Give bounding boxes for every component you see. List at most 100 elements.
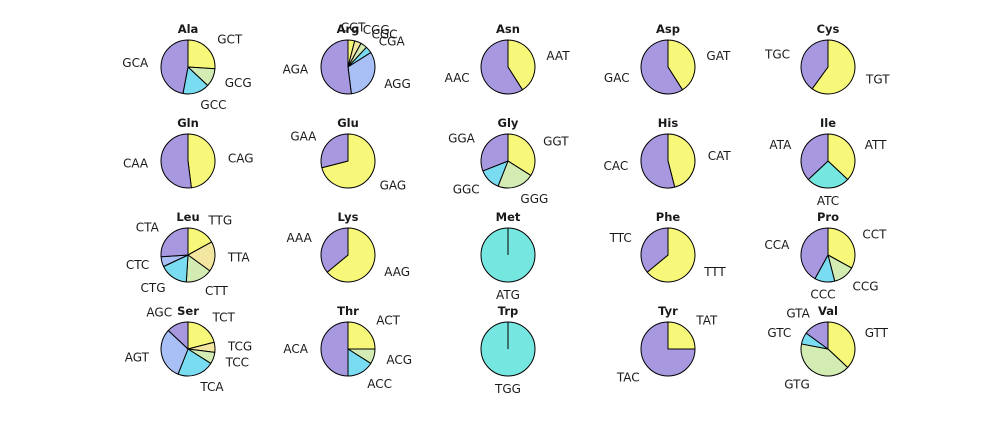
- slice-label: CTT: [205, 284, 228, 298]
- pie-title: Arg: [337, 22, 360, 36]
- slice-label: ACC: [367, 377, 392, 391]
- pie-asp: Asp GAT GAC: [604, 22, 731, 95]
- slice-label: CCC: [810, 288, 835, 302]
- slice-label: CTG: [140, 281, 165, 295]
- pie-slice-att: [827, 133, 856, 180]
- slice-label: CTA: [136, 221, 160, 235]
- pie-slice-agg: [347, 52, 376, 95]
- pie-slice-tgt: [811, 39, 856, 95]
- pie-tyr: Tyr TAT TAC: [616, 304, 718, 384]
- pie-title: Asn: [496, 22, 520, 36]
- pie-slice-act: [347, 321, 376, 350]
- pie-slice-cat: [667, 133, 696, 188]
- pie-title: Phe: [656, 210, 681, 224]
- slice-label: ACT: [376, 314, 400, 328]
- pie-slice-ttt: [646, 227, 696, 283]
- slice-label: TCG: [227, 340, 252, 354]
- pie-title: Asp: [656, 22, 680, 36]
- slice-label: GCC: [200, 98, 226, 112]
- pie-slice-cct: [827, 227, 856, 269]
- pie-slice-aag: [326, 227, 376, 283]
- slice-label: CCG: [853, 280, 879, 294]
- pie-title: Ile: [820, 116, 836, 130]
- pie-pro: Pro CCT CCG CCC CCA: [764, 210, 887, 302]
- pie-slice-aca: [320, 321, 349, 377]
- pie-title: Gln: [177, 116, 199, 130]
- pie-val: Val GTT GTG GTC GTA: [767, 304, 888, 392]
- slice-label: GTC: [767, 326, 791, 340]
- pie-ala: Ala GCT GCG GCC GCA: [122, 22, 251, 112]
- slice-label: TGG: [494, 382, 521, 396]
- pie-slice-tca: [177, 348, 212, 377]
- pie-slice-ggg: [497, 160, 532, 189]
- pie-gly: Gly GGT GGG GGC GGA: [448, 116, 569, 206]
- slice-label: GAT: [706, 49, 731, 63]
- pie-leu: Leu TTG TTA CTT CTG CTC CTA: [126, 210, 251, 298]
- pie-slice-gac: [640, 39, 683, 95]
- pie-slice-tac: [640, 321, 696, 377]
- pie-title: Lys: [338, 210, 359, 224]
- slice-label: ATG: [496, 288, 520, 302]
- slice-label: AAT: [546, 49, 570, 63]
- pie-slice-cca: [800, 227, 829, 280]
- pie-gln: Gln CAG CAA: [123, 116, 254, 189]
- pie-slice-atg: [480, 227, 536, 283]
- pie-slice-gga: [480, 133, 509, 172]
- slice-label: CAC: [604, 159, 629, 173]
- pie-slice-gca: [160, 39, 189, 95]
- pie-slice-aga: [320, 39, 352, 95]
- slice-label: GGC: [453, 182, 480, 196]
- pie-title: Pro: [817, 210, 839, 224]
- slice-label: AGT: [125, 351, 150, 365]
- slice-label: AGA: [283, 63, 309, 77]
- slice-label: GGA: [448, 132, 476, 146]
- pie-slice-gtg: [800, 343, 849, 377]
- slice-label: TTG: [207, 214, 232, 228]
- pie-slice-tct: [187, 321, 215, 350]
- slice-label: CAG: [228, 152, 254, 166]
- slice-label: CAT: [708, 149, 732, 163]
- slice-label: GTA: [786, 306, 810, 320]
- pie-slice-aaa: [320, 227, 349, 273]
- slice-label: CAA: [123, 157, 149, 171]
- slice-label: AAA: [287, 231, 313, 245]
- slice-label: CGT: [341, 20, 366, 34]
- pie-title: Trp: [498, 304, 518, 318]
- pie-phe: Phe TTT TTC: [609, 210, 726, 283]
- pie-lys: Lys AAG AAA: [287, 210, 410, 283]
- pie-title: Thr: [337, 304, 359, 318]
- pie-glu: Glu GAG GAA: [290, 116, 406, 193]
- pie-slice-cac: [640, 133, 676, 189]
- slice-label: CCA: [764, 238, 790, 252]
- slice-label: AAG: [384, 265, 410, 279]
- slice-label: CGG: [363, 23, 390, 37]
- slice-label: ACG: [386, 353, 412, 367]
- slice-label: TCA: [199, 380, 224, 394]
- pie-slice-cta: [160, 227, 189, 258]
- slice-label: AGC: [146, 305, 172, 319]
- slice-label: ATT: [865, 138, 887, 152]
- slice-label: GTT: [865, 326, 889, 340]
- slice-label: GAA: [290, 130, 317, 144]
- slice-label: TCT: [212, 310, 236, 324]
- pie-slice-tat: [667, 321, 696, 350]
- pie-slice-gct: [187, 39, 216, 70]
- pie-slice-gaa: [320, 133, 349, 169]
- slice-label: GAC: [604, 71, 630, 85]
- slice-label: TTA: [227, 251, 251, 265]
- pie-asn: Asn AAT AAC: [445, 22, 570, 95]
- slice-label: GTG: [784, 378, 810, 392]
- slice-label: TTC: [609, 231, 632, 245]
- slice-label: CGC: [372, 28, 398, 42]
- pie-title: Leu: [176, 210, 199, 224]
- slice-label: ATA: [769, 138, 792, 152]
- slice-label: TCC: [225, 356, 249, 370]
- pie-slice-ata: [800, 133, 829, 180]
- pie-title: Ser: [177, 304, 199, 318]
- slice-label: TGT: [865, 72, 890, 86]
- pie-title: Cys: [817, 22, 840, 36]
- slice-label: AGG: [384, 77, 411, 91]
